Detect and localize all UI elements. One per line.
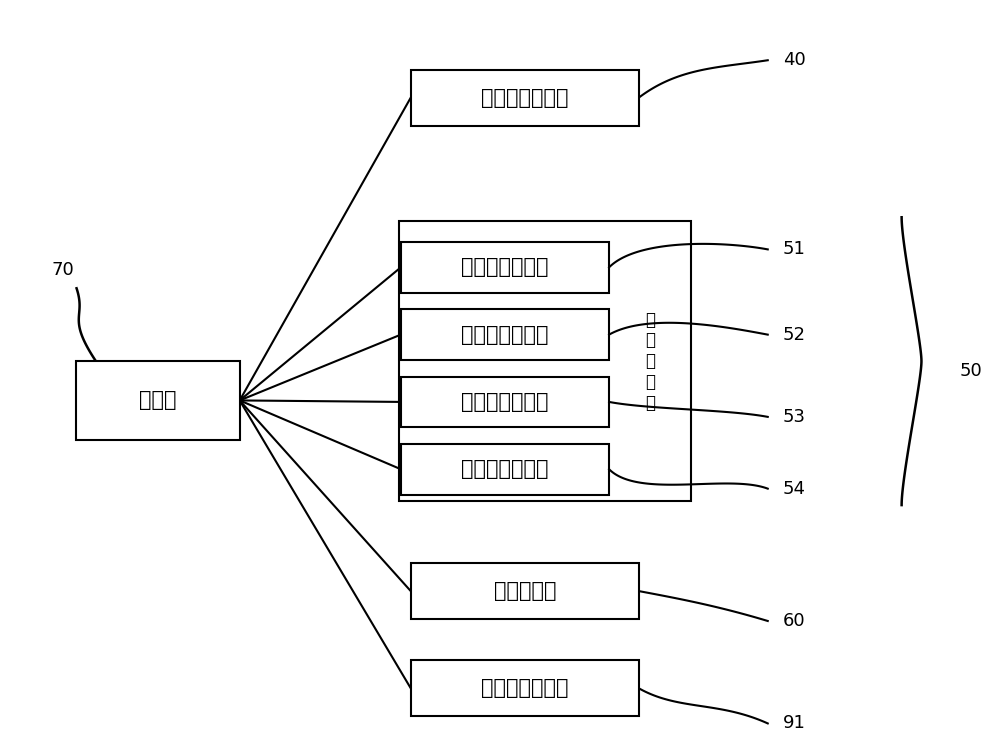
Text: 第一温度传感器: 第一温度传感器 [461, 257, 549, 277]
FancyBboxPatch shape [411, 70, 639, 125]
Text: 第一流量控制阀: 第一流量控制阀 [481, 88, 569, 107]
FancyBboxPatch shape [401, 309, 609, 360]
Text: 控制器: 控制器 [139, 390, 177, 411]
Text: 40: 40 [783, 51, 805, 70]
Text: 70: 70 [52, 261, 75, 279]
FancyBboxPatch shape [411, 563, 639, 619]
Text: 第四温度传感器: 第四温度传感器 [461, 459, 549, 479]
FancyBboxPatch shape [401, 242, 609, 293]
Text: 温
度
传
感
器: 温 度 传 感 器 [645, 311, 655, 412]
FancyBboxPatch shape [76, 361, 240, 440]
FancyBboxPatch shape [411, 660, 639, 717]
FancyBboxPatch shape [401, 444, 609, 494]
Text: 第三温度传感器: 第三温度传感器 [461, 392, 549, 412]
FancyBboxPatch shape [401, 376, 609, 427]
Text: 54: 54 [783, 479, 806, 497]
Text: 53: 53 [783, 408, 806, 426]
FancyBboxPatch shape [399, 221, 691, 501]
Text: 51: 51 [783, 240, 806, 259]
Text: 52: 52 [783, 326, 806, 344]
Text: 50: 50 [960, 361, 982, 380]
Text: 60: 60 [783, 612, 805, 630]
Text: 91: 91 [783, 714, 806, 733]
Text: 第二温度传感器: 第二温度传感器 [461, 324, 549, 345]
Text: 第二流量控制阀: 第二流量控制阀 [481, 678, 569, 699]
Text: 电流传感器: 电流传感器 [494, 581, 556, 601]
